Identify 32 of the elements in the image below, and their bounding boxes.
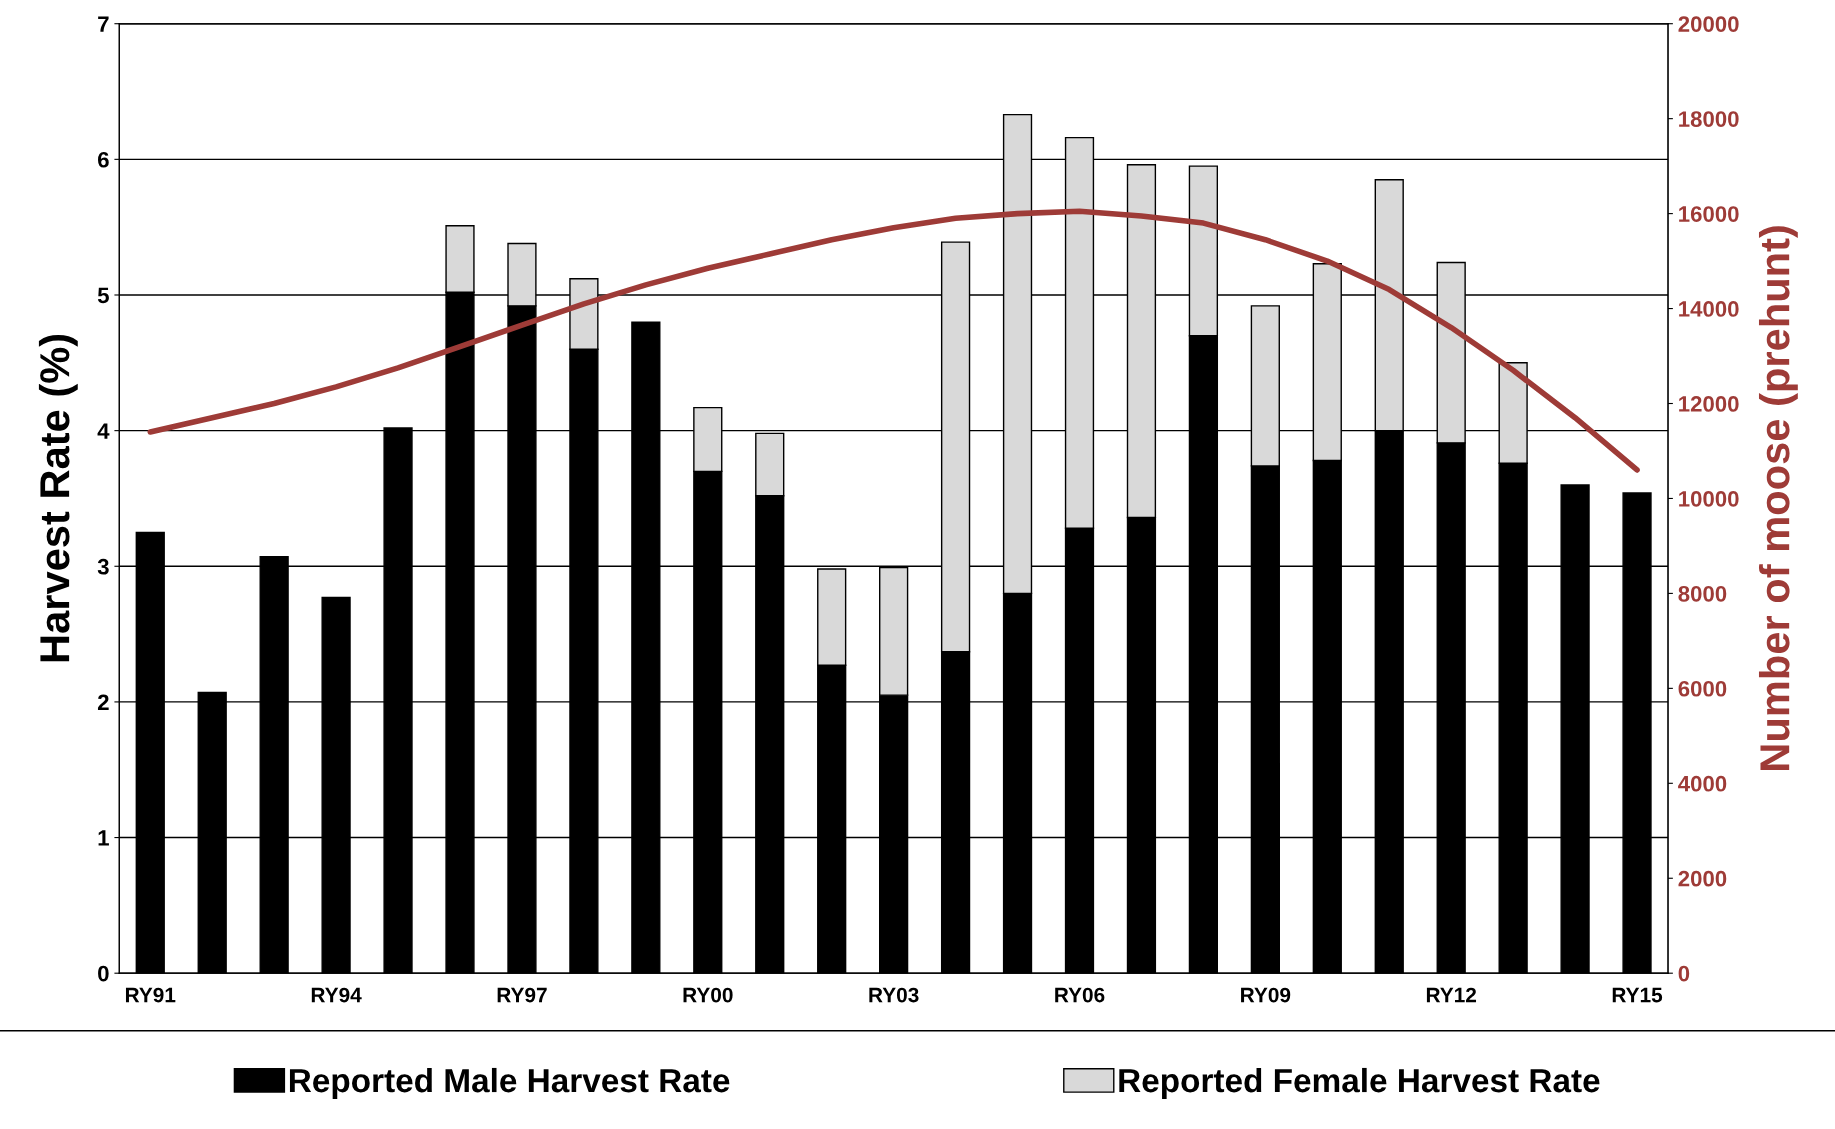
y2-tick-label: 8000 [1678, 585, 1727, 602]
y2-tick-label: 10000 [1679, 490, 1739, 507]
x-tick-label: RY09 [1241, 987, 1291, 1003]
y-tick-label: 0 [98, 965, 109, 982]
y2-tick-label: 12000 [1679, 396, 1739, 412]
y-tick-label: 5 [97, 287, 109, 304]
y2-tick-label: 16000 [1679, 206, 1739, 222]
x-tick-label: RY06 [1055, 987, 1105, 1003]
y-axis-title: Harvest Rate (%) [38, 334, 78, 662]
y-tick-label: 6 [98, 151, 109, 168]
y2-tick-label: 20000 [1678, 16, 1739, 32]
y2-tick-label: 2000 [1678, 870, 1727, 887]
y-tick-label: 2 [97, 694, 109, 710]
y2-tick-label: 6000 [1678, 680, 1727, 697]
y-tick-label: 4 [97, 423, 110, 439]
y2-tick-label: 14000 [1679, 301, 1739, 317]
x-tick-label: RY94 [311, 987, 362, 1003]
x-tick-label: RY03 [869, 987, 919, 1003]
legend-label: Reported Female Harvest Rate [1119, 1067, 1600, 1099]
y2-axis-title: Number of moose (prehunt) [1758, 226, 1798, 770]
y-tick-label: 7 [98, 16, 109, 32]
x-tick-label: RY12 [1426, 987, 1477, 1003]
x-tick-label: RY97 [497, 987, 547, 1003]
x-tick-label: RY00 [683, 987, 733, 1003]
y-tick-label: 3 [97, 558, 109, 575]
legend-label: Reported Male Harvest Rate [289, 1067, 730, 1099]
x-tick-label: RY15 [1612, 987, 1663, 1003]
x-tick-label: RY91 [125, 987, 176, 1003]
y2-tick-label: 18000 [1679, 111, 1739, 127]
y-tick-label: 1 [98, 830, 109, 846]
y2-tick-label: 0 [1678, 965, 1690, 982]
y2-tick-label: 4000 [1678, 775, 1727, 792]
